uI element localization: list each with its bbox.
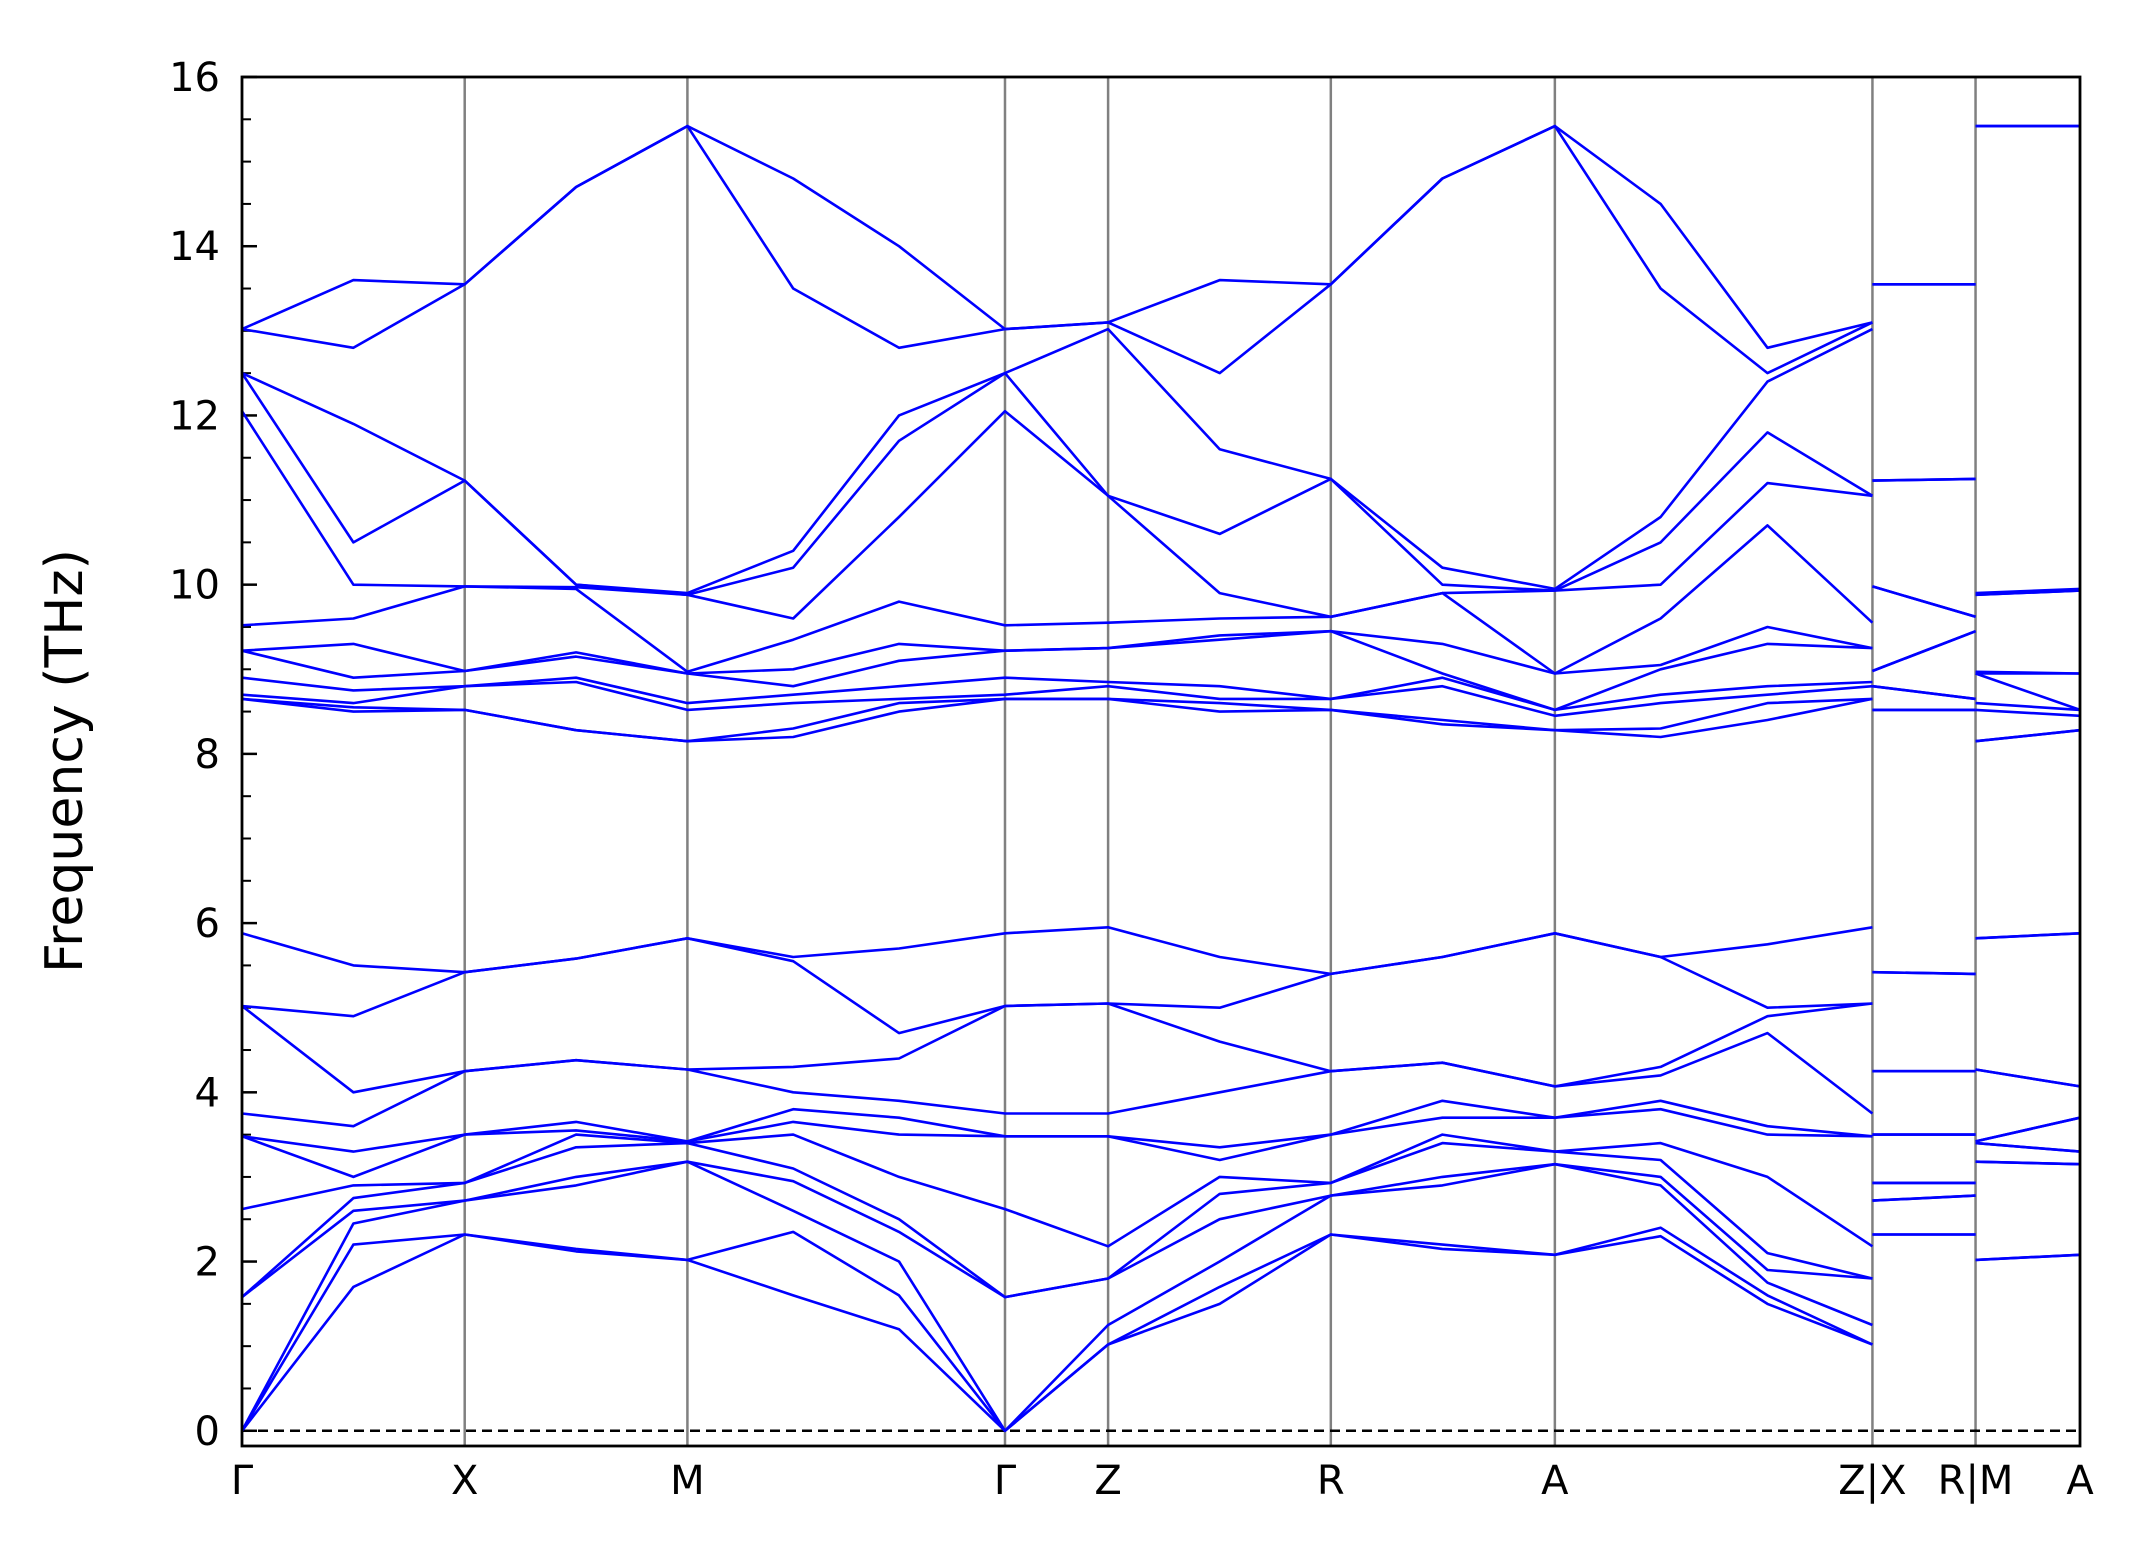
y-tick-label: 12 [169,393,220,439]
y-tick-label: 0 [195,1409,220,1455]
x-tick-label: A [1541,1458,1569,1504]
band-line [240,1226,2081,1433]
y-tick-label: 8 [195,732,220,778]
y-tick-label: 4 [195,1070,220,1116]
band-line [241,1133,2081,1248]
x-tick-label: M [670,1458,705,1504]
x-tick-label: Z|X [1838,1458,1906,1504]
band-line [241,676,2081,712]
band-line [241,1002,2081,1094]
x-tick-label: Γ [231,1458,254,1504]
y-tick-label: 10 [169,563,220,609]
x-tick-label: Γ [994,1458,1017,1504]
band-line [240,1233,2081,1433]
y-tick-label: 6 [195,901,220,947]
band-line [241,932,2081,1035]
plot-frame [240,75,2082,1448]
band-line [241,625,2080,675]
x-tick-label: A [2066,1458,2094,1504]
y-tick-label: 14 [169,224,220,270]
y-axis-label: Frequency (THz) [35,549,95,973]
y-tick-label: 2 [195,1240,220,1286]
band-line [241,926,2081,976]
band-line [241,327,2081,595]
band-line [241,680,2081,718]
band-line [240,371,2081,597]
x-tick-label: X [451,1458,478,1504]
band-line [241,1160,2081,1299]
band-line [241,1099,2081,1153]
x-tick-label: R [1317,1458,1345,1504]
x-tick-label: R|M [1938,1458,2014,1504]
band-line [241,697,2081,743]
band-line [241,124,2080,375]
y-tick-label: 16 [169,55,220,101]
x-tick-label: Z [1094,1458,1121,1504]
band-line [241,524,2081,675]
band-line [241,1031,2081,1128]
band-line [241,124,2080,350]
